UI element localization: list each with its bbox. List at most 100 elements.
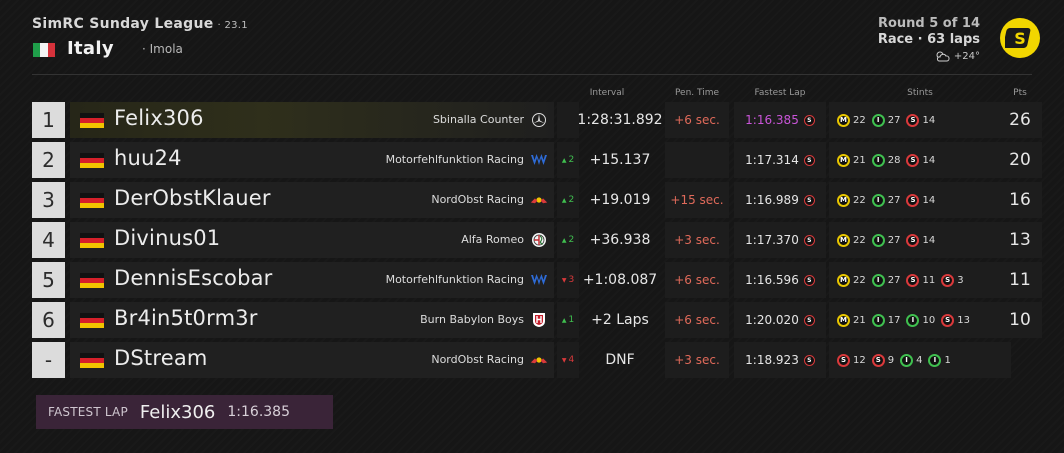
soft-tyre-icon: S — [803, 154, 815, 166]
track-name: · Imola — [142, 42, 183, 56]
stint: M 22 — [837, 273, 866, 287]
stint-laps: 28 — [887, 154, 901, 166]
fastest-lap-time: 1:16.596 — [745, 273, 799, 287]
soft-tyre-icon: S — [837, 353, 850, 367]
fastest-lap-cell: 1:16.989 S — [734, 182, 826, 218]
stint: I 27 — [871, 193, 900, 207]
inter-tyre-icon: I — [871, 313, 885, 327]
interval-value: +15.137 — [589, 152, 651, 168]
position-change-value: 3 — [568, 275, 575, 285]
temperature: +24° — [953, 50, 980, 62]
race-label: Race · 63 laps — [877, 32, 980, 47]
soft-tyre-icon: S — [803, 114, 815, 126]
arrow-down-icon: ▼ — [561, 356, 567, 364]
team-name: NordObst Racing — [431, 353, 524, 366]
stint: S 14 — [906, 153, 935, 167]
inter-tyre-icon: I — [871, 193, 885, 207]
col-interval: Interval — [589, 88, 625, 98]
fastest-lap-time: 1:16.989 — [745, 193, 799, 207]
stints-cell: M 21 I 17 I 10 S 13 — [829, 302, 1011, 338]
williams-icon — [530, 151, 548, 169]
country-name: Italy — [67, 38, 114, 59]
position-change: ▲ 2 — [557, 182, 579, 218]
inter-tyre-icon: I — [906, 313, 920, 327]
header: SimRC Sunday League · 23.1 Italy · Imola … — [0, 0, 1064, 78]
stint-laps: 22 — [853, 114, 866, 126]
team-name: Alfa Romeo — [461, 233, 524, 246]
driver-cell: Divinus01 Alfa Romeo — [70, 222, 554, 258]
stint-laps: 21 — [853, 314, 866, 326]
inter-tyre-icon: I — [928, 353, 942, 367]
points: 26 — [998, 102, 1042, 138]
arrow-up-icon: ▲ — [561, 316, 567, 324]
stint-laps: 9 — [887, 354, 895, 366]
driver-cell: Br4in5t0rm3r Burn Babylon Boys — [70, 302, 554, 338]
stints-cell: M 21 I 28 S 14 — [829, 142, 1011, 178]
team-name: Burn Babylon Boys — [420, 313, 524, 326]
stint: I 10 — [906, 313, 936, 327]
stint: I 27 — [871, 113, 901, 127]
germany-flag-icon — [80, 233, 104, 248]
stints-cell: S 12 S 9 I 4 I 1 — [829, 342, 1011, 378]
stint: M 22 — [837, 193, 866, 207]
team-name: NordObst Racing — [431, 193, 524, 206]
driver-cell: DStream NordObst Racing — [70, 342, 554, 378]
position-change-value: 2 — [568, 195, 575, 205]
interval-value: +2 Laps — [591, 312, 649, 328]
stint-laps: 10 — [922, 314, 936, 326]
interval-value: 1:28:31.892 — [577, 112, 663, 128]
position-change-value: 1 — [568, 315, 575, 325]
position-number: 1 — [32, 102, 65, 138]
soft-tyre-icon: S — [941, 273, 955, 287]
soft-tyre-icon: S — [906, 153, 920, 167]
medium-tyre-icon: M — [837, 193, 850, 207]
medium-tyre-icon: M — [837, 153, 850, 167]
position-number: - — [32, 342, 65, 378]
stint-laps: 12 — [853, 354, 866, 366]
soft-tyre-icon: S — [803, 274, 815, 286]
stint-laps: 13 — [957, 314, 970, 326]
penalty-time: +6 sec. — [665, 102, 729, 138]
col-stints: Stints — [907, 88, 933, 98]
points: 16 — [998, 182, 1042, 218]
league-title: SimRC Sunday League · 23.1 — [32, 16, 248, 32]
stint-laps: 27 — [887, 114, 901, 126]
inter-tyre-icon: I — [900, 353, 914, 367]
redbull-icon — [530, 191, 548, 209]
fastest-lap-time: 1:17.370 — [745, 233, 799, 247]
position-number: 4 — [32, 222, 65, 258]
stint: M 21 — [837, 313, 866, 327]
svg-text:S: S — [1014, 29, 1026, 48]
arrow-down-icon: ▼ — [561, 276, 567, 284]
penalty-time: +3 sec. — [665, 222, 729, 258]
fastest-lap-banner: FASTEST LAP Felix306 1:16.385 — [36, 395, 333, 429]
inter-tyre-icon: I — [871, 273, 885, 287]
soft-tyre-icon: S — [906, 113, 920, 127]
stint-laps: 22 — [853, 194, 866, 206]
col-fastest-lap: Fastest Lap — [754, 88, 806, 98]
arrow-up-icon: ▲ — [561, 236, 567, 244]
driver-cell: Felix306 Sbinalla Counter — [70, 102, 554, 138]
haas-icon — [530, 311, 548, 329]
table-row: 4 Divinus01 Alfa Romeo ▲ 2 +36.938 +3 sec. 1:17… — [32, 222, 1042, 258]
stints-cell: M 22 I 27 S 14 — [829, 182, 1011, 218]
stint-laps: 22 — [853, 234, 866, 246]
position-change: ▲ 1 — [557, 302, 579, 338]
soft-tyre-icon: S — [803, 314, 815, 326]
fastest-lap-cell: 1:17.314 S — [734, 142, 826, 178]
stint-laps: 17 — [887, 314, 901, 326]
medium-tyre-icon: M — [837, 273, 850, 287]
fastest-lap-time: 1:16.385 — [745, 113, 799, 127]
position-change: ▼ 4 — [557, 342, 579, 378]
stint: S 12 — [837, 353, 866, 367]
soft-tyre-icon: S — [906, 193, 920, 207]
stint-laps: 14 — [922, 234, 936, 246]
stints-cell: M 22 I 27 S 14 — [829, 102, 1011, 138]
soft-tyre-icon: S — [803, 194, 815, 206]
stint-laps: 27 — [887, 234, 901, 246]
fastest-lap-label: FASTEST LAP — [48, 405, 128, 419]
position-change-value: 4 — [568, 355, 575, 365]
